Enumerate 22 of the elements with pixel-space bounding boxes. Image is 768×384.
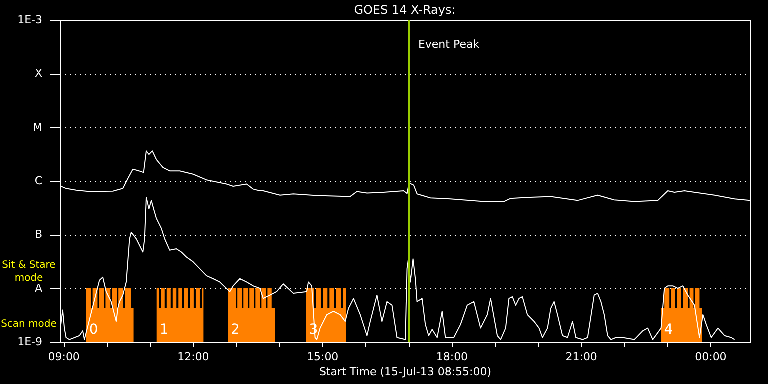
x-tick-label: 12:00 bbox=[178, 350, 210, 364]
y-tick-label: B bbox=[34, 228, 42, 242]
annotation: 2 bbox=[231, 322, 240, 338]
y-tick-label: M bbox=[33, 120, 42, 134]
annotation: 0 bbox=[89, 322, 98, 338]
x-tick-label: 15:00 bbox=[306, 350, 339, 364]
x-axis-title: Start Time (15-Jul-13 08:55:00) bbox=[319, 366, 492, 378]
x-tick-label: 21:00 bbox=[566, 350, 598, 364]
text: Sit & Stare mode bbox=[2, 260, 56, 284]
ref-line-label: Event Peak bbox=[418, 38, 480, 51]
y-tick-label: 1E-3 bbox=[18, 14, 42, 26]
y-tick-label: X bbox=[34, 67, 43, 80]
y-tick-label: 1E-9 bbox=[18, 336, 42, 348]
x-tick-label: 18:00 bbox=[436, 350, 468, 364]
annotation: 4 bbox=[664, 322, 674, 338]
x-tick-label: 09:00 bbox=[48, 350, 80, 364]
annotation: 1 bbox=[160, 322, 169, 338]
y-tick-label: C bbox=[34, 174, 43, 188]
chart-title: GOES 14 X-Rays: bbox=[354, 3, 456, 17]
x-tick-label: 00:00 bbox=[695, 350, 727, 364]
y-tick-label: A bbox=[34, 282, 43, 295]
text: Scan mode bbox=[1, 319, 57, 330]
